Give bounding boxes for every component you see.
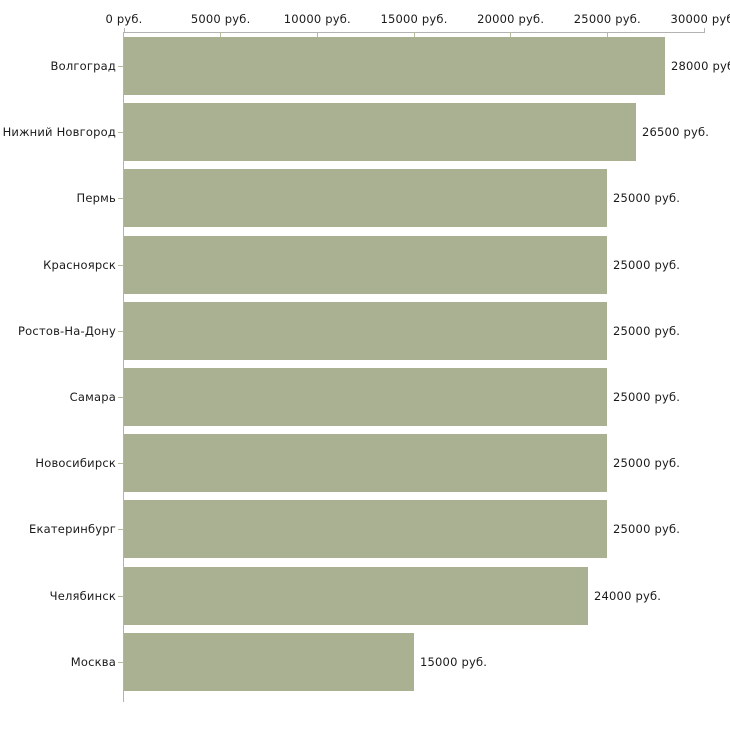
y-axis-tick xyxy=(118,662,123,663)
bar[interactable] xyxy=(124,368,607,426)
bar[interactable] xyxy=(124,236,607,294)
y-axis-category-label: Волгоград xyxy=(50,59,116,73)
x-axis-tick xyxy=(606,32,608,38)
y-axis-tick xyxy=(118,397,123,398)
x-axis-tick xyxy=(703,28,705,33)
bar-value-label: 25000 руб. xyxy=(613,191,681,206)
bar[interactable] xyxy=(124,434,607,492)
y-axis-category-label: Ростов-На-Дону xyxy=(18,323,116,338)
bar-value-label: 28000 руб. xyxy=(671,59,730,73)
bar[interactable] xyxy=(124,302,607,360)
y-axis-category-label: Нижний Новгород xyxy=(2,125,116,140)
y-axis-tick xyxy=(118,132,123,133)
x-axis-tick-label: 10000 руб. xyxy=(283,12,351,26)
y-axis-category-label: Челябинск xyxy=(49,588,116,603)
x-axis-tick xyxy=(316,32,318,38)
x-axis-tick xyxy=(123,28,125,33)
bar-value-label: 25000 руб. xyxy=(613,456,681,471)
y-axis-category-label: Москва xyxy=(70,654,116,669)
x-axis-tick xyxy=(220,32,222,38)
bar-value-label: 25000 руб. xyxy=(613,323,681,338)
bar[interactable] xyxy=(124,169,607,227)
bar[interactable] xyxy=(124,103,636,161)
y-axis-tick xyxy=(118,198,123,199)
y-axis-tick xyxy=(118,529,123,530)
x-axis-tick xyxy=(413,32,415,38)
x-axis-tick xyxy=(510,32,512,38)
x-axis-tick-label: 25000 руб. xyxy=(573,12,641,26)
y-axis-category-label: Пермь xyxy=(76,191,116,206)
y-axis-tick xyxy=(118,463,123,464)
y-axis-category-label: Красноярск xyxy=(43,257,116,272)
y-axis-tick xyxy=(118,265,123,266)
y-axis-tick xyxy=(118,331,123,332)
bar[interactable] xyxy=(124,500,607,558)
x-axis-tick-label: 5000 руб. xyxy=(190,12,251,26)
y-axis-category-label: Самара xyxy=(69,390,116,404)
y-axis-tick xyxy=(118,596,123,597)
x-axis-tick-label: 15000 руб. xyxy=(380,12,448,26)
bar-value-label: 24000 руб. xyxy=(594,588,662,603)
bar[interactable] xyxy=(124,633,414,691)
x-axis-tick-label: 0 руб. xyxy=(105,12,143,26)
y-axis-category-label: Новосибирск xyxy=(35,456,116,471)
x-axis-tick-label: 20000 руб. xyxy=(477,12,545,26)
y-axis-tick xyxy=(118,66,123,67)
bar-value-label: 26500 руб. xyxy=(642,125,710,140)
bar[interactable] xyxy=(124,37,665,95)
x-axis-tick-label: 30000 руб. xyxy=(670,12,730,26)
y-axis-category-label: Екатеринбург xyxy=(29,522,116,537)
bar-value-label: 15000 руб. xyxy=(420,654,488,669)
bar[interactable] xyxy=(124,567,588,625)
y-axis-line xyxy=(123,32,124,702)
bar-value-label: 25000 руб. xyxy=(613,257,681,272)
bar-value-label: 25000 руб. xyxy=(613,522,681,537)
bar-value-label: 25000 руб. xyxy=(613,390,681,404)
